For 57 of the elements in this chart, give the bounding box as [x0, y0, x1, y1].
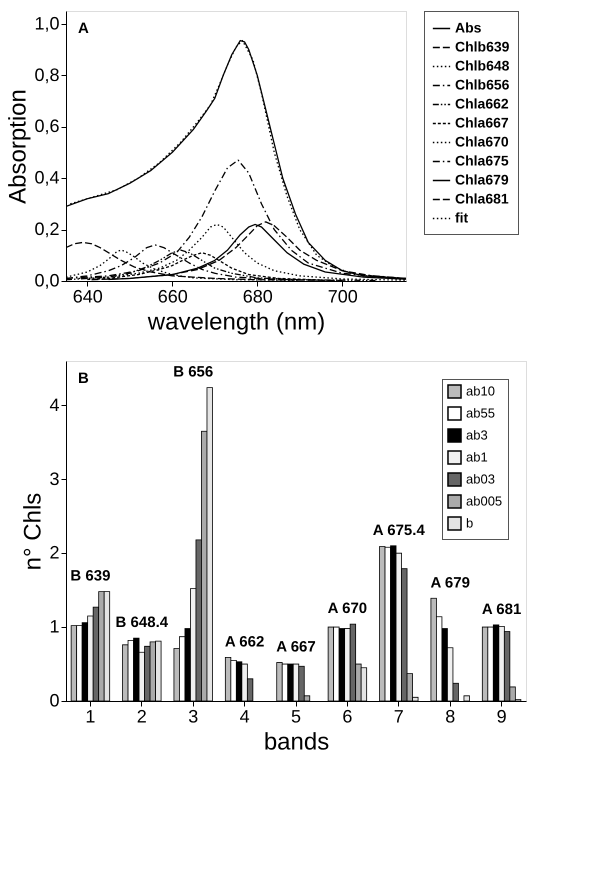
x-axis-title: wavelength (nm) [146, 308, 326, 336]
x-tick-label: 640 [72, 286, 103, 306]
x-tick-label: 700 [328, 286, 358, 306]
legend-label: Abs [455, 20, 482, 36]
y-tick-label: 1 [49, 616, 60, 637]
y-tick-label: 0,0 [34, 270, 60, 290]
y-tick-label: 0,2 [34, 219, 60, 240]
y-tick-label: 3 [49, 468, 60, 489]
legend-label: ab005 [466, 494, 502, 508]
annotation: B 639 [70, 568, 110, 585]
y-tick-label: 4 [49, 394, 60, 415]
legend-label: Chlb648 [455, 58, 510, 74]
legend-label: Chla679 [455, 172, 509, 188]
y-tick-label: 0,6 [34, 116, 60, 136]
x-tick-label: 7 [394, 706, 404, 726]
annotation: B 648.4 [116, 614, 169, 632]
x-tick-label: 680 [242, 286, 273, 306]
legend-label: fit [455, 210, 469, 226]
annotation: B 656 [173, 364, 214, 381]
x-tick-label: 660 [158, 286, 188, 306]
annotation: A [78, 20, 89, 37]
legend-label: Chla667 [455, 114, 509, 130]
y-axis-title: n° Chls [19, 492, 46, 570]
legend-label: ab03 [466, 472, 495, 486]
x-tick-label: 8 [445, 706, 456, 726]
annotation: A 662 [224, 633, 264, 650]
legend-label: Chlb639 [455, 38, 510, 54]
x-tick-label: 3 [188, 706, 198, 726]
y-tick-label: 1,0 [34, 13, 60, 34]
legend-label: ab3 [466, 428, 488, 442]
x-tick-label: 6 [342, 706, 352, 726]
legend-label: b [466, 516, 474, 530]
legend-label: ab1 [466, 450, 488, 464]
annotation: A 670 [328, 600, 368, 618]
annotation: A 667 [276, 638, 316, 656]
y-tick-label: 0,8 [34, 64, 60, 85]
legend-label: Chla662 [455, 96, 509, 112]
legend-label: Chlb656 [455, 76, 510, 92]
x-tick-label: 9 [496, 706, 507, 726]
y-axis-title: Absorption [4, 89, 32, 204]
legend-label: Chla675 [455, 152, 509, 168]
y-tick-label: 0,4 [34, 168, 60, 188]
annotation: A 675.4 [372, 522, 426, 539]
annotation: A 679 [430, 574, 470, 592]
y-tick-label: 0 [49, 690, 60, 710]
x-tick-label: 4 [240, 706, 250, 726]
x-tick-label: 2 [136, 706, 147, 726]
annotation: B [78, 370, 89, 387]
annotation: A 681 [482, 600, 522, 618]
legend-label: Chla681 [455, 190, 509, 206]
x-axis-title: bands [264, 728, 330, 756]
y-tick-label: 2 [49, 542, 60, 563]
x-tick-label: 5 [290, 706, 302, 726]
legend-label: ab55 [466, 406, 495, 420]
x-tick-label: 1 [85, 706, 96, 726]
legend-label: ab10 [466, 384, 495, 398]
legend-label: Chla670 [455, 134, 509, 150]
